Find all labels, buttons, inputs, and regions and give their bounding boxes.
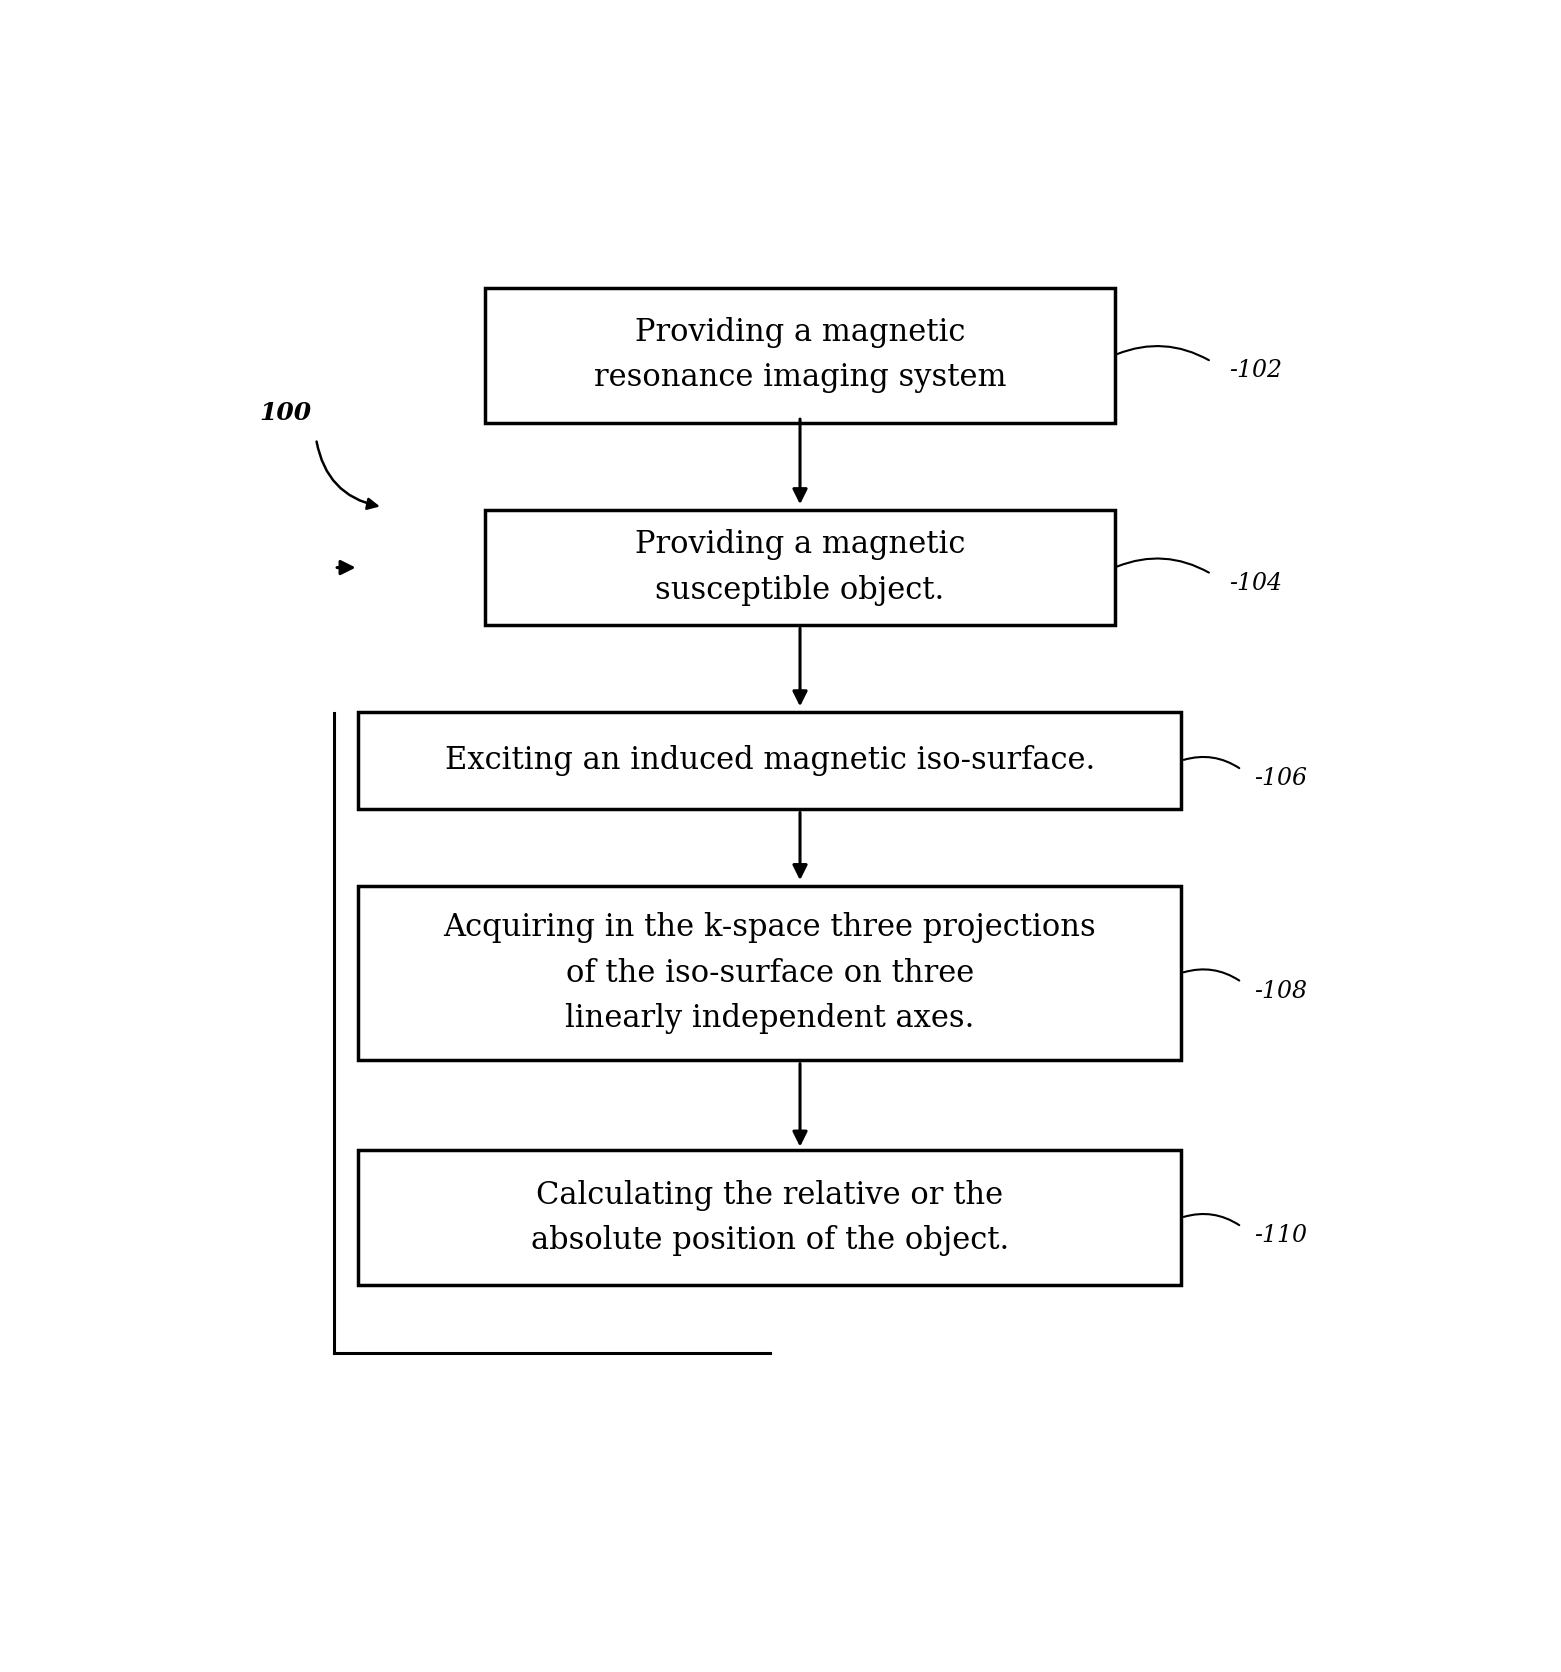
Text: Exciting an induced magnetic iso-surface.: Exciting an induced magnetic iso-surface… bbox=[445, 746, 1094, 776]
Bar bbox=[359, 886, 1182, 1060]
Bar bbox=[359, 1150, 1182, 1286]
Text: Providing a magnetic
susceptible object.: Providing a magnetic susceptible object. bbox=[635, 530, 965, 605]
Bar bbox=[485, 288, 1115, 423]
Text: Acquiring in the k-space three projections
of the iso-surface on three
linearly : Acquiring in the k-space three projectio… bbox=[443, 913, 1096, 1033]
Text: -106: -106 bbox=[1253, 767, 1307, 791]
Bar bbox=[485, 510, 1115, 625]
Text: -110: -110 bbox=[1253, 1224, 1307, 1247]
Text: -108: -108 bbox=[1253, 980, 1307, 1003]
Text: 100: 100 bbox=[259, 401, 312, 425]
Bar bbox=[359, 712, 1182, 809]
Text: -104: -104 bbox=[1230, 572, 1283, 595]
Text: -102: -102 bbox=[1230, 359, 1283, 383]
Text: Calculating the relative or the
absolute position of the object.: Calculating the relative or the absolute… bbox=[531, 1179, 1008, 1256]
Text: Providing a magnetic
resonance imaging system: Providing a magnetic resonance imaging s… bbox=[593, 318, 1007, 393]
